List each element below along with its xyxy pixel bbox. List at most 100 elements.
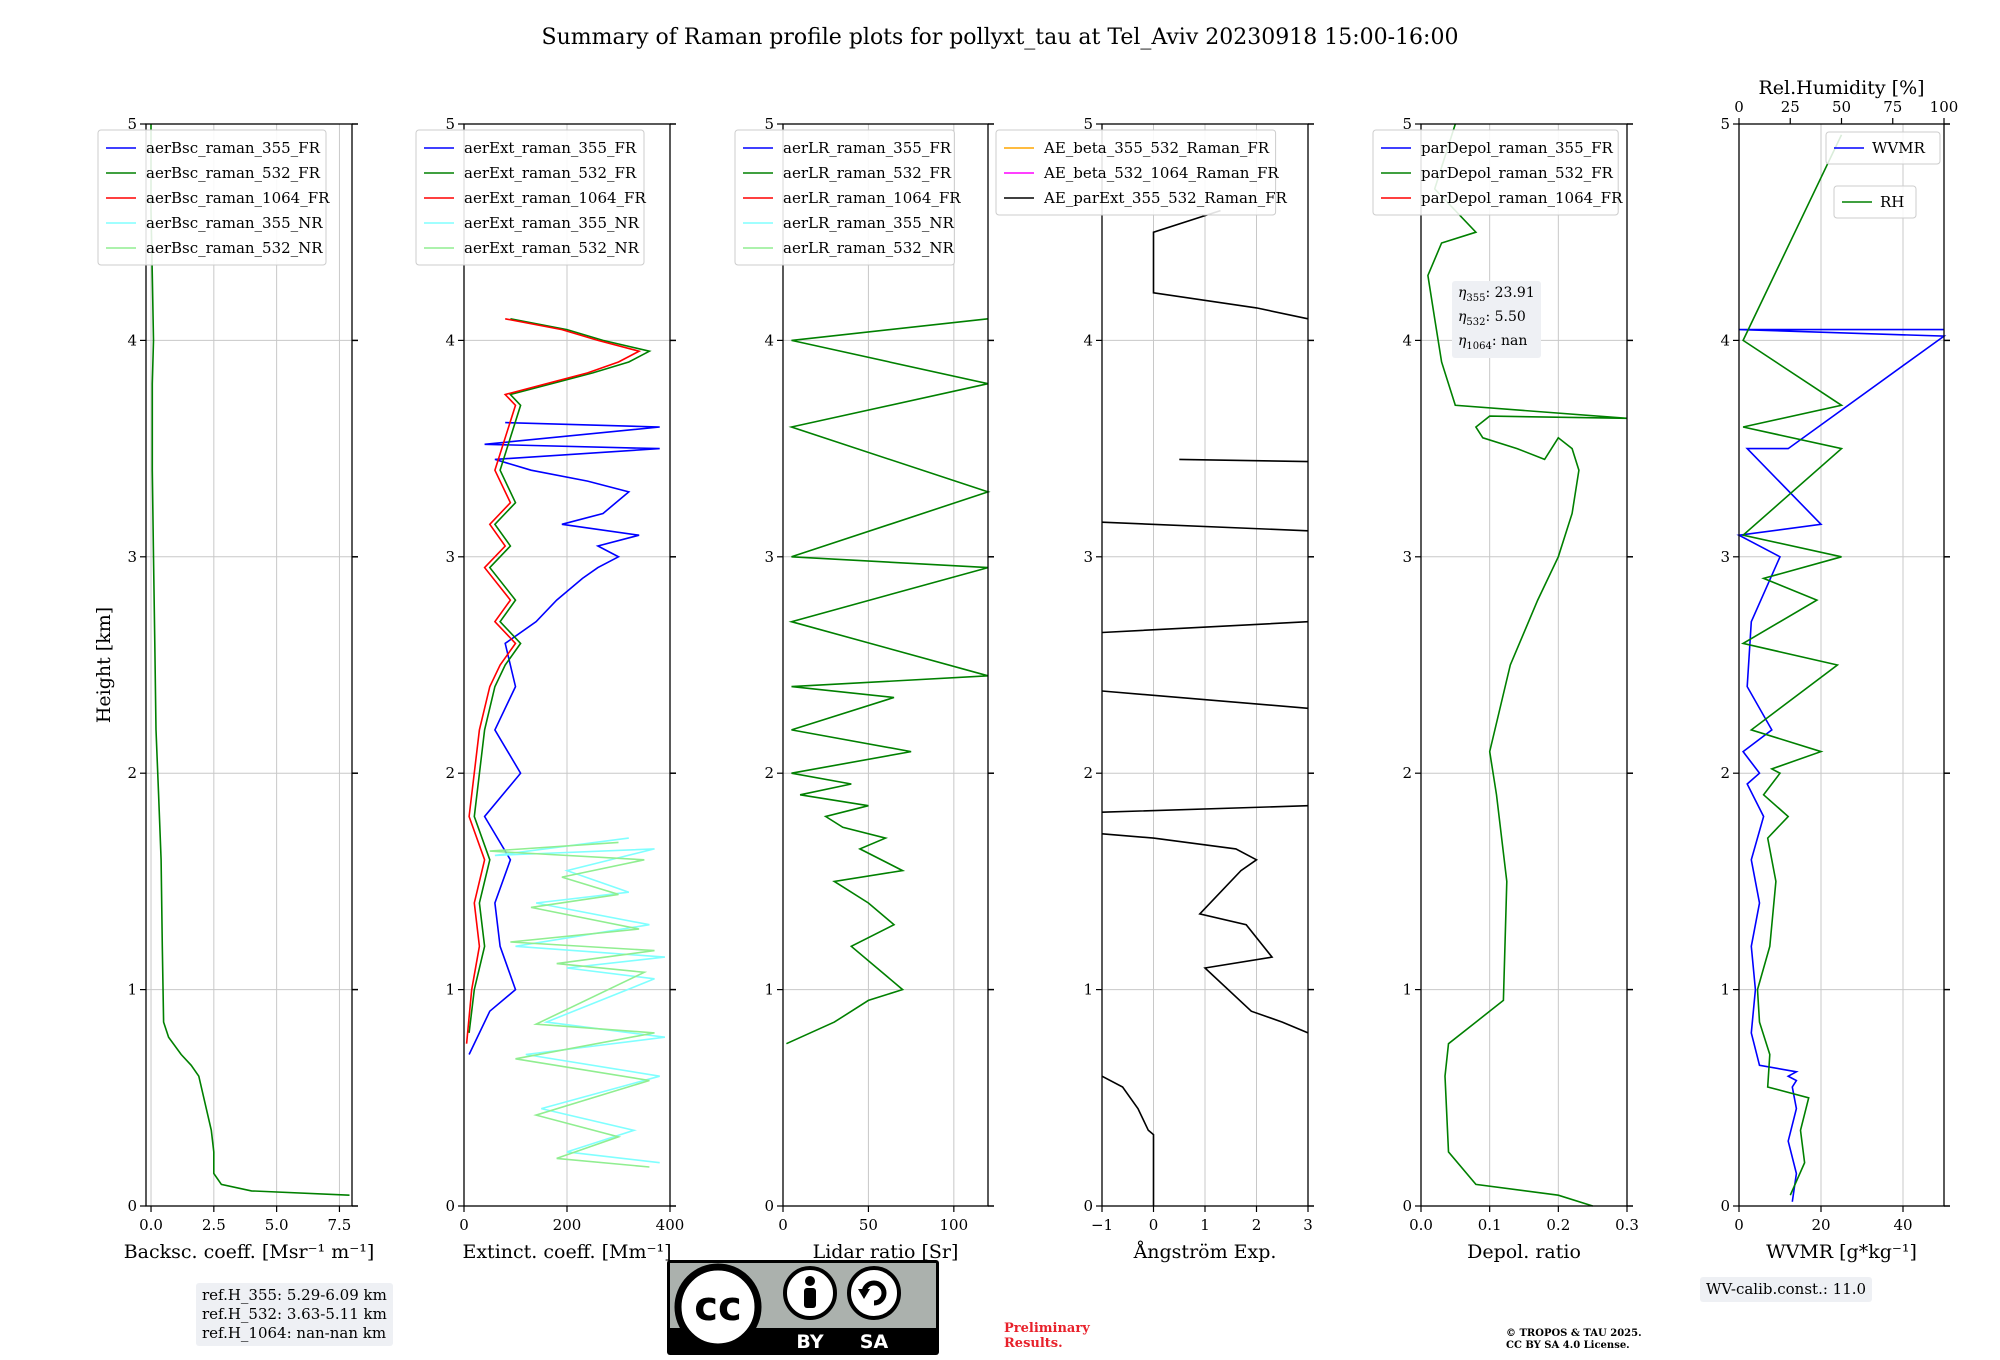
- x-tick-label: 2.5: [202, 1216, 226, 1234]
- y-tick-label: 0: [127, 1197, 137, 1215]
- x-tick-label: 0: [1734, 1216, 1744, 1234]
- y-tick-label: 1: [1720, 981, 1730, 999]
- x-tick-label: 1: [1200, 1216, 1210, 1234]
- series-lines: [786, 318, 991, 1045]
- y-tick-label: 0: [764, 1197, 774, 1215]
- legend-label: aerExt_raman_1064_FR: [464, 189, 646, 207]
- x-tick-label: 100: [940, 1216, 969, 1234]
- legend-box: [734, 129, 955, 266]
- eta-1064: η1064: nan: [1458, 332, 1528, 352]
- y-tick-label: 5: [445, 115, 455, 133]
- x-tick-label: 0: [1149, 1216, 1159, 1234]
- legend-label: aerLR_raman_532_NR: [783, 239, 954, 257]
- y-tick-label: 4: [445, 331, 455, 349]
- copyright-note: © TROPOS & TAU 2025. CC BY SA 4.0 Licens…: [1506, 1328, 1642, 1351]
- x-tick-label: 50: [859, 1216, 878, 1234]
- y-tick-label: 3: [1083, 548, 1093, 566]
- share-alike-icon: [847, 1266, 901, 1320]
- y-tick-label: 0: [1083, 1197, 1093, 1215]
- legend-box: [97, 129, 327, 266]
- x2-tick-label: 100: [1930, 98, 1959, 116]
- y-tick-label: 4: [1083, 331, 1093, 349]
- legend: aerExt_raman_355_FR aerExt_raman_532_FRae…: [415, 129, 646, 266]
- figure-title: Summary of Raman profile plots for polly…: [542, 25, 1459, 50]
- eta-355: η355: 23.91: [1458, 285, 1535, 304]
- series-line-aerExt_raman_355_NR: [494, 837, 666, 1164]
- y-tick-label: 5: [127, 115, 137, 133]
- series-line-RH: [1740, 134, 1844, 1196]
- legend-label: AE_beta_355_532_Raman_FR: [1043, 139, 1270, 157]
- x-tick-label: 0.0: [1409, 1216, 1433, 1234]
- y-tick-label: 5: [1402, 115, 1412, 133]
- x-tick-label: 200: [553, 1216, 582, 1234]
- y-tick-label: 2: [1083, 764, 1093, 782]
- x2-axis-label: Rel.Humidity [%]: [1758, 77, 1924, 99]
- legend-label: aerBsc_raman_355_NR: [146, 214, 323, 232]
- axes-frame: [145, 123, 353, 1207]
- series-line-WVMR: [1736, 328, 1947, 1202]
- x-tick-label: 2: [1252, 1216, 1262, 1234]
- series-line-parDepol_raman_532_FR: [1427, 123, 1628, 1207]
- legend: WVMR RH: [1825, 131, 1941, 219]
- axes-frame: [1420, 123, 1628, 1207]
- svg-text:SA: SA: [860, 1331, 889, 1353]
- y-tick-label: 2: [1720, 764, 1730, 782]
- legend-box: [995, 129, 1277, 216]
- x-tick-label: 0.2: [1546, 1216, 1570, 1234]
- x-tick-label: 0.0: [139, 1216, 163, 1234]
- wv-calib-box: WV-calib.const.: 11.0: [1700, 1277, 1873, 1302]
- legend-box: [415, 129, 645, 266]
- x-tick-label: 400: [656, 1216, 685, 1234]
- legend-label: aerLR_raman_532_FR: [783, 164, 952, 182]
- y-tick-label: 3: [1402, 548, 1412, 566]
- legend: aerLR_raman_355_FR aerLR_raman_532_FR aerL…: [734, 129, 961, 266]
- series-lines: [1101, 209, 1309, 1206]
- series-line-aerBsc_raman_532_FR: [150, 124, 350, 1196]
- y-tick-label: 0: [1402, 1197, 1412, 1215]
- legend-label: aerExt_raman_532_FR: [464, 164, 637, 182]
- ref-h-532: ref.H_532: 3.63-5.11 km: [202, 1305, 387, 1323]
- panel-5: 0 1 2 3 4 5 0.0 0.1 0.2 0.3 Depol. ratio parDepol_r…: [1372, 115, 1639, 1263]
- x-axis-label: Extinct. coeff. [Mm⁻¹]: [462, 1241, 671, 1263]
- legend-label: aerLR_raman_355_NR: [783, 214, 954, 232]
- series-lines: [465, 318, 666, 1168]
- preliminary-results-note: Preliminary Results.: [1004, 1321, 1090, 1351]
- legend-label: parDepol_raman_532_FR: [1421, 164, 1614, 182]
- y-axis-label: Height [km]: [93, 607, 115, 723]
- y-tick-label: 1: [1083, 981, 1093, 999]
- legend-label: aerBsc_raman_532_FR: [146, 164, 321, 182]
- y-tick-label: 4: [764, 331, 774, 349]
- x-tick-label: 0: [778, 1216, 788, 1234]
- panel-1: 0 1 2 3 4 5 0.0 2.5 5.0 7.5 Backsc. coeff. [Msr⁻¹ …: [93, 115, 374, 1263]
- legend: AE_beta_355_532_Raman_FR AE_beta_532_1064…: [995, 129, 1288, 216]
- legend-label: aerExt_raman_355_NR: [464, 214, 640, 232]
- x-axis-label: Ångström Exp.: [1133, 1241, 1277, 1263]
- legend-box: [1372, 129, 1619, 216]
- series-line-aerExt_raman_532_FR: [468, 318, 652, 1033]
- y-tick-label: 4: [1402, 331, 1412, 349]
- legend-label: aerBsc_raman_355_FR: [146, 139, 321, 157]
- x-tick-label: −1: [1091, 1216, 1113, 1234]
- legend-label: aerExt_raman_355_FR: [464, 139, 637, 157]
- cc-license-badge: cc BY SA: [667, 1260, 939, 1355]
- x-axis-label: Lidar ratio [Sr]: [813, 1241, 959, 1263]
- x2-tick-label: 0: [1734, 98, 1744, 116]
- y-tick-label: 5: [764, 115, 774, 133]
- x-axis-label: WVMR [g*kg⁻¹]: [1766, 1241, 1917, 1263]
- y-tick-label: 4: [1720, 331, 1730, 349]
- series-lines: [1736, 134, 1947, 1202]
- reference-height-box: ref.H_355: 5.29-6.09 km ref.H_532: 3.63-…: [196, 1283, 393, 1346]
- legend-label: aerBsc_raman_1064_FR: [146, 189, 330, 207]
- x2-tick-label: 50: [1832, 98, 1851, 116]
- panel-2: 0 1 2 3 4 5 0 200 400 Extinct. coeff. [Mm⁻¹] aerEx…: [415, 115, 685, 1263]
- x-tick-label: 7.5: [328, 1216, 352, 1234]
- y-tick-label: 0: [445, 1197, 455, 1215]
- legend-label: aerLR_raman_355_FR: [783, 139, 952, 157]
- series-line-AE_parExt_355_532_Raman_FR: [1101, 209, 1309, 1206]
- x-tick-label: 0.3: [1615, 1216, 1639, 1234]
- legend-box: [1833, 185, 1917, 219]
- y-tick-label: 3: [445, 548, 455, 566]
